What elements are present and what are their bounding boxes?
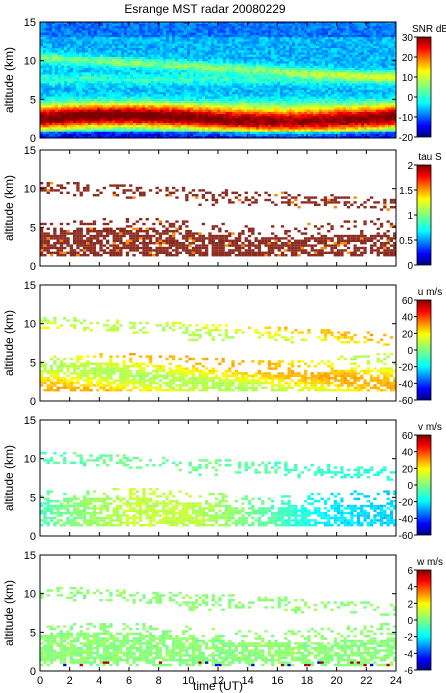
colorbar-tick-label: -4 [404,649,413,660]
colorbar-tick-label: 4 [407,583,413,594]
y-tick-label: 15 [24,17,36,29]
colorbar-tick-label: -10 [399,113,414,124]
colorbar-tick-label: -20 [399,363,414,374]
colorbar-u: u m/s -60 -40 -20 0 20 40 60 [399,287,443,407]
colorbar-tick-label: -40 [399,379,414,390]
x-tick-label: 18 [301,675,313,687]
y-axis-label: altitude (km) [2,47,16,113]
colorbar-tick-label: -40 [399,514,414,525]
colorbar-tick-label: 20 [402,53,414,64]
colorbar-tick-label: 0 [407,93,413,104]
colorbar-tick-label: 40 [402,313,414,324]
colorbar-tick-label: 2 [407,161,413,172]
x-tick-label: 0 [37,675,43,687]
heatmap-field-tau [40,182,396,257]
y-tick-label: 5 [30,492,36,504]
colorbar-tick-label: 30 [402,33,414,44]
colorbar-tick-label: 1 [407,211,413,222]
y-tick-label: 5 [30,357,36,369]
x-tick-label: 14 [242,675,254,687]
colorbar-tick-label: -6 [404,666,413,677]
heatmap-field-w [40,587,396,667]
y-tick-label: 10 [24,589,36,601]
colorbar-tick-label: 20 [402,464,414,475]
colorbar-w: w m/s -6 -4 -2 0 2 4 6 [404,557,443,677]
y-tick-label: 5 [30,222,36,234]
y-tick-label: 15 [24,280,36,292]
colorbar-tick-label: 1.5 [399,186,413,197]
x-tick-label: 6 [126,675,132,687]
colorbar-tick-label: 10 [402,73,414,84]
y-tick-label: 0 [30,666,36,678]
heatmap-field-v [40,452,396,527]
colorbar-tick-label: 0 [407,346,413,357]
x-tick-label: 12 [212,675,224,687]
y-tick-label: 0 [30,261,36,273]
x-tick-label: 4 [96,675,102,687]
panel-tau: 0 5 10 15 altitude (km) tau S 0 0.5 1 1.5 2 [2,145,442,273]
colorbar-tick-label: 2 [407,599,413,610]
y-axis-label: altitude (km) [2,580,16,646]
y-tick-label: 10 [24,319,36,331]
colorbar-label: tau S [418,152,442,163]
colorbar-label: SNR dB [412,24,446,35]
colorbar-gradient [416,434,432,536]
colorbar-tick-label: 60 [402,431,414,442]
x-axis-label: time (UT) [193,679,243,693]
colorbar-tick-label: -60 [399,531,414,542]
colorbar-label: u m/s [418,287,442,298]
y-tick-label: 5 [30,94,36,106]
colorbar-tick-label: 40 [402,448,414,459]
y-tick-label: 15 [24,145,36,157]
y-tick-label: 10 [24,184,36,196]
x-tick-label: 22 [360,675,372,687]
y-tick-label: 15 [24,550,36,562]
colorbar-gradient [416,299,432,401]
y-tick-label: 0 [30,396,36,408]
colorbar-tick-label: 0 [407,481,413,492]
x-tick-label: 2 [67,675,73,687]
colorbar-tau: tau S 0 0.5 1 1.5 2 [399,152,442,272]
colorbar-tick-label: 60 [402,296,414,307]
y-tick-label: 15 [24,415,36,427]
y-tick-label: 0 [30,133,36,145]
panel-snr: 0 5 10 15 altitude (km) SNR dB -20 -10 0 10 20 30 [2,17,446,145]
colorbar-label: v m/s [418,422,442,433]
y-axis-label: altitude (km) [2,310,16,376]
x-tick-label: 10 [182,675,194,687]
colorbar-tick-label: -2 [404,633,413,644]
y-tick-label: 10 [24,56,36,68]
colorbar-label: w m/s [416,557,443,568]
x-tick-label: 16 [271,675,283,687]
x-tick-label: 20 [331,675,343,687]
y-tick-label: 5 [30,627,36,639]
panel-v: 0 5 10 15 altitude (km) v m/s -60 -40 -20 0 20 40 60 [2,415,442,543]
figure-title: Esrange MST radar 20080229 [124,2,286,16]
colorbar-v: v m/s -60 -40 -20 0 20 40 60 [399,422,442,542]
y-axis-label: altitude (km) [2,445,16,511]
colorbar-gradient [416,569,432,671]
y-tick-label: 10 [24,454,36,466]
colorbar-tick-label: -20 [399,133,414,144]
colorbar-tick-label: 0 [407,261,413,272]
heatmap-field-snr [40,22,396,138]
colorbar-tick-label: 0.5 [399,236,413,247]
panel-u: 0 5 10 15 altitude (km) u m/s -60 -40 -20 0 20 40 60 [2,280,442,408]
colorbar-gradient [416,164,432,266]
colorbar-tick-label: -60 [399,396,414,407]
heatmap-field-u [40,317,396,392]
y-tick-label: 0 [30,531,36,543]
y-axis-label: altitude (km) [2,175,16,241]
x-tick-label: 24 [390,675,402,687]
colorbar-tick-label: 0 [407,616,413,627]
x-tick-label: 8 [156,675,162,687]
colorbar-tick-label: -20 [399,498,414,509]
colorbar-snr: SNR dB -20 -10 0 10 20 30 [399,24,446,144]
colorbar-tick-label: 20 [402,329,414,340]
colorbar-gradient [416,36,432,138]
colorbar-tick-label: 6 [407,566,413,577]
